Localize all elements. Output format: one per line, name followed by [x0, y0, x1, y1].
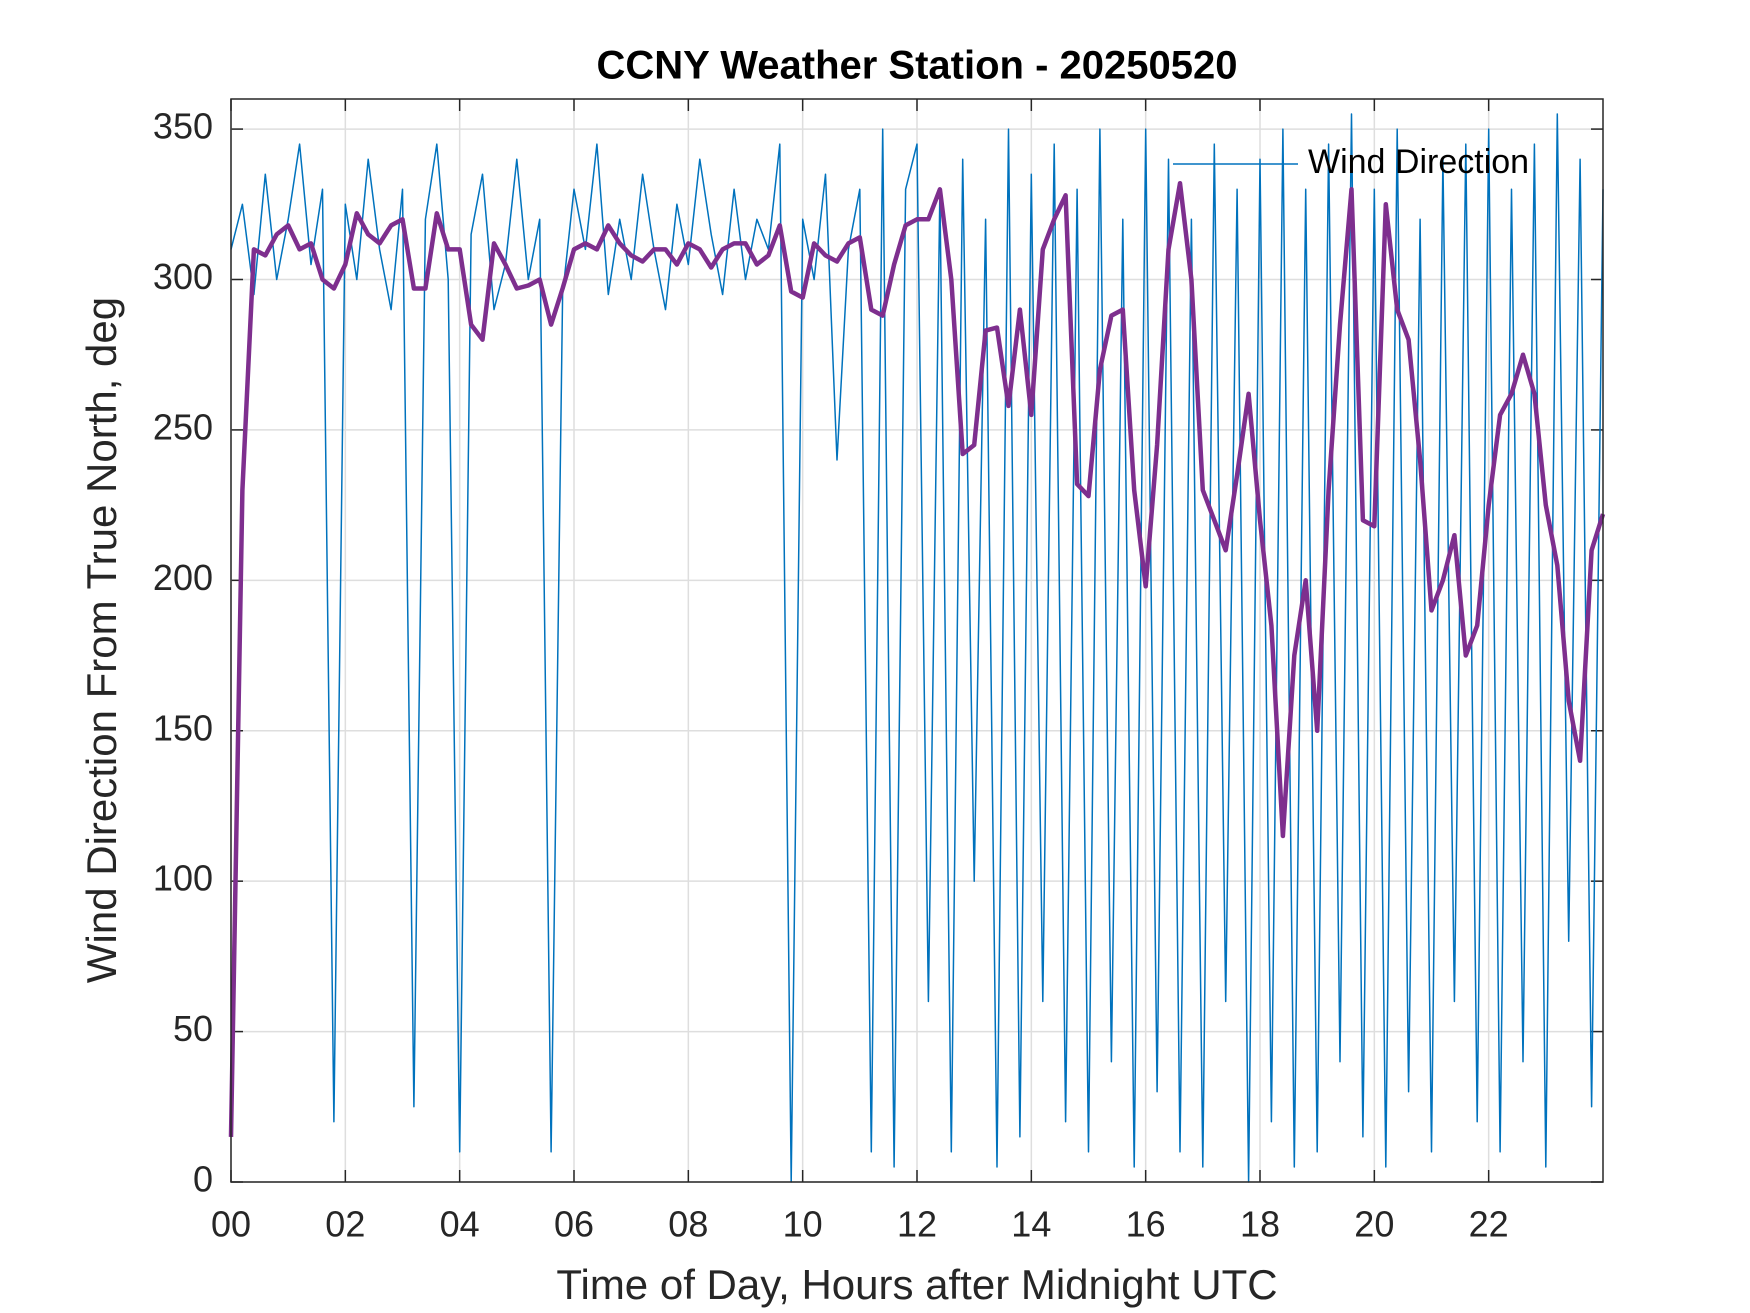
data-line: [230, 113, 1604, 1183]
y-axis-label: Wind Direction From True North, deg: [78, 297, 125, 983]
data-line: [228, 180, 1606, 1137]
x-tick-label: 20: [1354, 1204, 1394, 1245]
y-tick-label: 50: [173, 1008, 213, 1049]
y-tick-label: 0: [193, 1159, 213, 1200]
x-tick-label: 18: [1240, 1204, 1280, 1245]
x-tick-label: 08: [668, 1204, 708, 1245]
legend-label: Wind Direction: [1308, 143, 1529, 181]
y-tick-label: 100: [153, 858, 213, 899]
y-tick-label: 200: [153, 557, 213, 598]
x-tick-label: 22: [1469, 1204, 1509, 1245]
chart-title: CCNY Weather Station - 20250520: [597, 44, 1238, 88]
x-tick-label: 04: [440, 1204, 480, 1245]
x-tick-label: 16: [1126, 1204, 1166, 1245]
y-tick-label: 300: [153, 256, 213, 297]
x-tick-label: 12: [897, 1204, 937, 1245]
plot-frame: [230, 98, 1604, 1183]
y-tick-label: 150: [153, 707, 213, 748]
x-tick-label: 14: [1011, 1204, 1051, 1245]
x-tick-label: 06: [554, 1204, 594, 1245]
x-tick-label: 10: [783, 1204, 823, 1245]
y-tick-label: 350: [153, 106, 213, 147]
x-tick-label: 00: [211, 1204, 251, 1245]
y-tick-label: 250: [153, 406, 213, 447]
x-axis-label: Time of Day, Hours after Midnight UTC: [556, 1261, 1277, 1308]
x-tick-label: 02: [325, 1204, 365, 1245]
